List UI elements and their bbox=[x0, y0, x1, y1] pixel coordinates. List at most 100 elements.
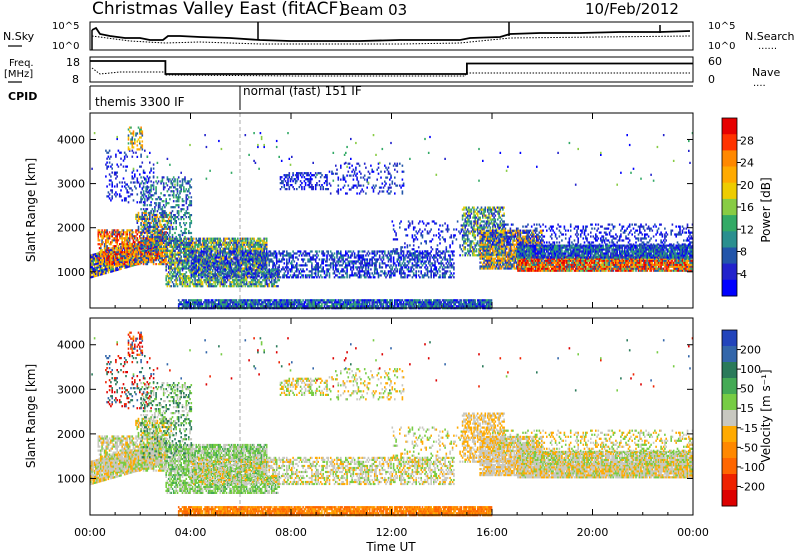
heatmap-cell bbox=[260, 260, 262, 262]
heatmap-cell bbox=[175, 194, 177, 196]
heatmap-cell bbox=[346, 258, 348, 260]
heatmap-cell bbox=[218, 264, 220, 266]
heatmap-cell bbox=[163, 242, 165, 244]
heatmap-cell bbox=[208, 264, 210, 266]
heatmap-cell bbox=[144, 182, 146, 184]
heatmap-cell bbox=[148, 261, 150, 263]
heatmap-cell bbox=[165, 234, 167, 236]
heatmap-cell bbox=[138, 239, 140, 241]
heatmap-cell bbox=[250, 256, 252, 258]
heatmap-cell bbox=[408, 268, 410, 270]
heatmap-cell bbox=[376, 268, 378, 270]
heatmap-cell bbox=[242, 262, 244, 264]
heatmap-cell bbox=[157, 230, 159, 232]
heatmap-cell bbox=[430, 276, 432, 278]
heatmap-cell bbox=[167, 285, 169, 287]
heatmap-cell bbox=[286, 268, 288, 270]
heatmap-cell bbox=[403, 260, 405, 262]
heatmap-cell bbox=[126, 231, 128, 233]
heatmap-cell bbox=[384, 274, 386, 276]
heatmap-cell bbox=[147, 240, 149, 242]
heatmap-cell bbox=[109, 237, 111, 239]
heatmap-cell bbox=[251, 252, 253, 254]
heatmap-cell bbox=[400, 258, 402, 260]
heatmap-cell bbox=[123, 233, 125, 235]
heatmap-cell bbox=[359, 258, 361, 260]
heatmap-cell bbox=[198, 262, 200, 264]
heatmap-cell bbox=[157, 255, 159, 257]
heatmap-cell bbox=[120, 231, 122, 233]
heatmap-cell bbox=[379, 264, 381, 266]
heatmap-cell bbox=[153, 250, 155, 252]
heatmap-cell bbox=[417, 262, 419, 264]
heatmap-cell bbox=[209, 272, 211, 274]
heatmap-cell bbox=[204, 266, 206, 268]
heatmap-cell bbox=[154, 206, 156, 208]
heatmap-cell bbox=[154, 238, 156, 240]
heatmap-cell bbox=[382, 252, 384, 254]
heatmap-cell bbox=[173, 273, 175, 275]
heatmap-cell bbox=[358, 260, 360, 262]
heatmap-cell bbox=[371, 264, 373, 266]
heatmap-cell bbox=[282, 252, 284, 254]
heatmap-cell bbox=[263, 250, 265, 252]
heatmap-cell bbox=[418, 260, 420, 262]
heatmap-cell bbox=[428, 254, 430, 256]
heatmap-cell bbox=[278, 266, 280, 268]
heatmap-cell bbox=[174, 263, 176, 265]
heatmap-cell bbox=[437, 260, 439, 262]
heatmap-cell bbox=[312, 256, 314, 258]
heatmap-cell bbox=[375, 254, 377, 256]
heatmap-cell bbox=[173, 192, 175, 194]
heatmap-cell bbox=[272, 270, 274, 272]
heatmap-cell bbox=[157, 238, 159, 240]
heatmap-cell bbox=[207, 254, 209, 256]
heatmap-cell bbox=[113, 249, 115, 251]
heatmap-cell bbox=[369, 260, 371, 262]
heatmap-cell bbox=[297, 258, 299, 260]
heatmap-cell bbox=[300, 276, 302, 278]
heatmap-cell bbox=[209, 260, 211, 262]
heatmap-cell bbox=[153, 222, 155, 224]
heatmap-cell bbox=[159, 196, 161, 198]
heatmap-cell bbox=[191, 264, 193, 266]
heatmap-cell bbox=[388, 260, 390, 262]
heatmap-cell bbox=[170, 180, 172, 182]
heatmap-cell bbox=[322, 268, 324, 270]
heatmap-cell bbox=[262, 260, 264, 262]
heatmap-cell bbox=[442, 262, 444, 264]
heatmap-cell bbox=[340, 260, 342, 262]
heatmap-cell bbox=[145, 210, 147, 212]
heatmap-cell bbox=[116, 243, 118, 245]
heatmap-cell bbox=[305, 262, 307, 264]
heatmap-cell bbox=[326, 254, 328, 256]
heatmap-cell bbox=[316, 276, 318, 278]
heatmap-cell bbox=[202, 281, 204, 283]
heatmap-cell bbox=[403, 254, 405, 256]
heatmap-cell bbox=[162, 220, 164, 222]
heatmap-cell bbox=[179, 192, 181, 194]
heatmap-cell bbox=[383, 254, 385, 256]
heatmap-cell bbox=[145, 214, 147, 216]
heatmap-cell bbox=[278, 250, 280, 252]
heatmap-cell bbox=[144, 226, 146, 228]
heatmap-cell bbox=[265, 272, 267, 274]
heatmap-cell bbox=[383, 256, 385, 258]
heatmap-cell bbox=[172, 182, 174, 184]
heatmap-cell bbox=[179, 196, 181, 198]
heatmap-cell bbox=[163, 188, 165, 190]
heatmap-cell bbox=[252, 268, 254, 270]
heatmap-cell bbox=[196, 254, 198, 256]
heatmap-cell bbox=[388, 272, 390, 274]
heatmap-cell bbox=[317, 254, 319, 256]
heatmap-cell bbox=[130, 261, 132, 263]
heatmap-cell bbox=[350, 268, 352, 270]
heatmap-cell bbox=[371, 258, 373, 260]
heatmap-cell bbox=[267, 252, 269, 254]
heatmap-cell bbox=[402, 268, 404, 270]
heatmap-cell bbox=[164, 210, 166, 212]
heatmap-cell bbox=[165, 279, 167, 281]
heatmap-cell bbox=[315, 254, 317, 256]
heatmap-cell bbox=[163, 204, 165, 206]
heatmap-cell bbox=[138, 259, 140, 261]
